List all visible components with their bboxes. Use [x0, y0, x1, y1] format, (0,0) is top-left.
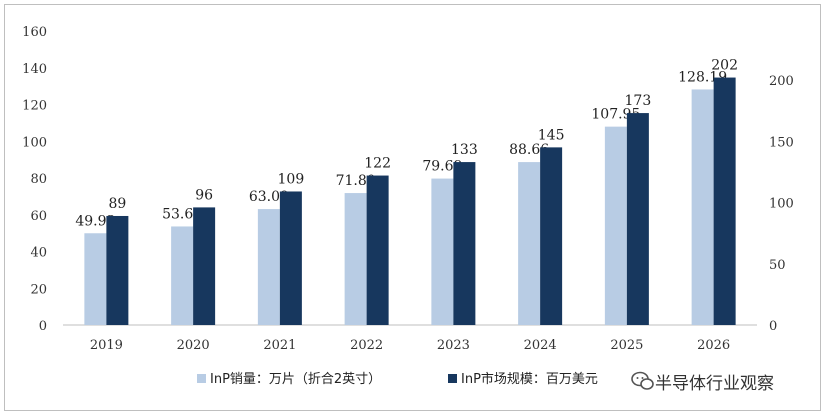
y-left-tick-label: 80 — [30, 172, 47, 187]
y-right-tick-label: 0 — [769, 319, 777, 334]
y-left-tick-label: 140 — [22, 62, 47, 77]
x-tick-label: 2023 — [437, 338, 470, 353]
x-tick-label: 2026 — [697, 338, 730, 353]
bar-inp-market — [540, 147, 563, 325]
y-right-tick-label: 50 — [769, 258, 786, 273]
bar-inp-volume — [604, 126, 627, 325]
bar-inp-volume — [344, 193, 367, 325]
y-left-tick-label: 20 — [30, 282, 47, 297]
legend-swatch-inp-volume — [197, 374, 206, 383]
x-tick-label: 2024 — [524, 338, 557, 353]
legend-label-inp-market: InP市场规模：百万美元 — [461, 371, 598, 387]
data-label-inp-volume: 88.66 — [509, 142, 549, 158]
x-tick-label: 2022 — [350, 338, 383, 353]
data-label-inp-market: 109 — [278, 171, 305, 187]
watermark-text: 半导体行业观察 — [655, 374, 774, 394]
data-label-inp-volume: 53.63 — [162, 206, 202, 222]
y-right-axis: 0 50 100 150 200 — [769, 74, 794, 334]
bar-inp-volume — [431, 178, 454, 325]
bar-inp-volume — [84, 233, 107, 325]
data-label-inp-volume: 79.69 — [422, 159, 462, 175]
data-label-inp-market: 133 — [451, 142, 478, 158]
data-label-inp-market: 96 — [195, 187, 213, 203]
chart-svg: 0 20 40 60 80 100 120 140 160 0 50 100 150 200 49.93… — [22, 25, 817, 395]
bar-inp-market — [106, 215, 129, 325]
legend: InP销量：万片（折合2英寸） InP市场规模：百万美元 — [197, 371, 598, 387]
y-left-tick-label: 120 — [22, 99, 47, 114]
y-left-tick-label: 0 — [39, 319, 47, 334]
data-label-inp-market: 145 — [538, 127, 565, 143]
bar-inp-market — [713, 77, 736, 325]
bar-inp-volume — [518, 162, 541, 325]
y-left-tick-label: 160 — [22, 25, 47, 40]
bar-inp-market — [453, 162, 476, 325]
y-left-tick-label: 100 — [22, 135, 47, 150]
data-label-inp-volume: 71.80 — [336, 173, 376, 189]
legend-swatch-inp-market — [448, 374, 457, 383]
chart-frame: 0 20 40 60 80 100 120 140 160 0 50 100 150 200 49.93… — [4, 4, 821, 411]
bar-inp-market — [626, 113, 649, 325]
y-left-axis: 0 20 40 60 80 100 120 140 160 — [22, 25, 47, 334]
watermark: 半导体行业观察 — [605, 367, 817, 395]
data-label-inp-volume: 49.93 — [75, 213, 115, 229]
data-label-inp-market: 202 — [711, 58, 738, 74]
bar-inp-volume — [691, 89, 714, 326]
x-tick-label: 2019 — [90, 338, 123, 353]
bar-inp-market — [279, 191, 302, 325]
x-axis: 2019 2020 2021 2022 2023 2024 2025 2026 — [90, 338, 730, 353]
data-label-inp-market: 89 — [108, 196, 126, 212]
data-label-inp-market: 173 — [625, 93, 652, 109]
y-right-tick-label: 200 — [769, 74, 794, 89]
legend-label-inp-volume: InP销量：万片（折合2英寸） — [210, 372, 381, 387]
x-tick-label: 2021 — [263, 338, 296, 353]
y-right-tick-label: 150 — [769, 135, 794, 150]
data-label-inp-market: 122 — [364, 156, 391, 172]
y-right-tick-label: 100 — [769, 197, 794, 212]
y-left-tick-label: 60 — [30, 209, 47, 224]
bar-inp-market — [193, 207, 216, 325]
data-label-inp-volume: 63.09 — [249, 189, 289, 205]
x-tick-label: 2025 — [610, 338, 643, 353]
wechat-icon — [631, 371, 654, 390]
bar-inp-market — [366, 175, 389, 325]
x-tick-label: 2020 — [177, 338, 210, 353]
y-left-tick-label: 40 — [30, 246, 47, 261]
bar-inp-volume — [171, 226, 194, 325]
bar-inp-volume — [257, 209, 280, 325]
